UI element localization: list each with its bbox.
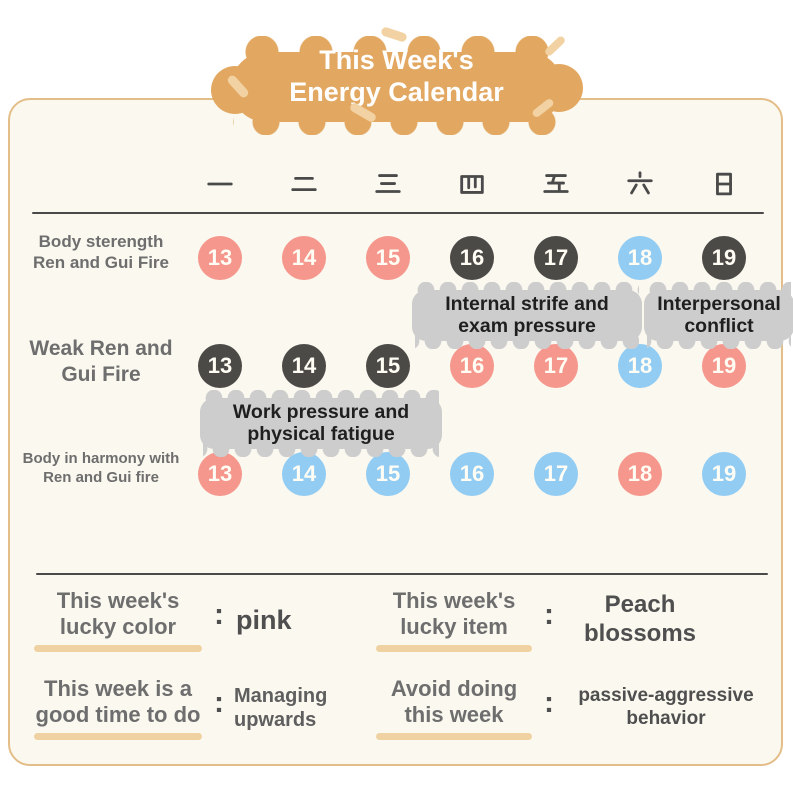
day-header-2 bbox=[288, 168, 320, 200]
title-cloud: This Week's Energy Calendar bbox=[210, 26, 583, 135]
day-circle-18: 18 bbox=[618, 452, 662, 496]
annotation-line: Work pressure and bbox=[232, 401, 410, 423]
info-label-line: lucky color bbox=[59, 613, 177, 639]
day-circle-14: 14 bbox=[282, 236, 326, 280]
day-circle-14: 14 bbox=[282, 344, 326, 388]
row-label-line: Gui Fire bbox=[61, 363, 141, 387]
day-circle-19: 19 bbox=[702, 236, 746, 280]
info-label-line: good time to do bbox=[35, 701, 201, 727]
info-avoid-doing: Avoid doing this week : passive-aggressi… bbox=[366, 676, 772, 740]
calendar-card: Body sterength Ren and Gui Fire Weak Ren… bbox=[8, 98, 793, 766]
day-header-5 bbox=[540, 168, 572, 200]
day-circle-18: 18 bbox=[618, 344, 662, 388]
info-label: This week's lucky color bbox=[24, 588, 212, 652]
day-header-3 bbox=[372, 168, 404, 200]
good-to-do-value: Managing upwards bbox=[234, 684, 328, 731]
page-title-line2: Energy Calendar bbox=[289, 77, 504, 108]
day-header-4 bbox=[456, 168, 488, 200]
colon: : bbox=[544, 685, 554, 719]
page-title-line1: This Week's bbox=[319, 45, 474, 75]
weekly-info-section: This week's lucky color : pink This week… bbox=[24, 588, 772, 740]
day-circle-16: 16 bbox=[450, 344, 494, 388]
label-underline bbox=[34, 644, 202, 652]
label-underline bbox=[376, 732, 532, 740]
info-label-line: This week's bbox=[392, 588, 516, 613]
info-label-line: Avoid doing bbox=[390, 675, 518, 701]
info-label: This week's lucky item bbox=[366, 588, 542, 652]
day-circle-17: 17 bbox=[534, 452, 578, 496]
info-label-line: This week is a bbox=[44, 675, 192, 701]
info-label-line: this week bbox=[404, 701, 504, 727]
date-row-3: 13 14 15 16 17 18 19 bbox=[178, 452, 766, 496]
day-circle-19: 19 bbox=[702, 452, 746, 496]
annotation-line: Interpersonal bbox=[657, 293, 781, 315]
day-circle-16: 16 bbox=[450, 236, 494, 280]
day-circle-17: 17 bbox=[534, 344, 578, 388]
colon: : bbox=[214, 597, 224, 631]
colon: : bbox=[214, 685, 224, 719]
annotation-interpersonal-conflict: Interpersonal conflict bbox=[644, 282, 793, 349]
lucky-color-value: pink bbox=[236, 604, 292, 635]
cloud-highlight bbox=[379, 26, 408, 43]
day-circle-13: 13 bbox=[198, 344, 242, 388]
info-label-line: lucky item bbox=[400, 613, 508, 639]
page-title: This Week's Energy Calendar bbox=[231, 44, 563, 109]
colon: : bbox=[544, 597, 554, 631]
section-divider bbox=[36, 573, 768, 575]
info-good-to-do: This week is a good time to do : Managin… bbox=[24, 676, 356, 740]
day-header-1 bbox=[204, 168, 236, 200]
day-circle-15: 15 bbox=[366, 344, 410, 388]
lucky-item-value: Peach blossoms bbox=[583, 591, 697, 647]
date-row-1: 13 14 15 16 17 18 19 bbox=[178, 236, 766, 280]
day-circle-16: 16 bbox=[450, 452, 494, 496]
day-header-row bbox=[178, 168, 766, 200]
day-circle-19: 19 bbox=[702, 344, 746, 388]
info-label-line: This week's bbox=[56, 588, 180, 613]
day-header-7 bbox=[708, 168, 740, 200]
date-row-2: 13 14 15 16 17 18 19 bbox=[178, 344, 766, 388]
annotation-work-pressure: Work pressure and physical fatigue bbox=[200, 390, 442, 457]
row-label-line: Ren and Gui Fire bbox=[32, 252, 170, 272]
day-circle-13: 13 bbox=[198, 452, 242, 496]
day-circle-13: 13 bbox=[198, 236, 242, 280]
row-label-line: Body sterength bbox=[38, 232, 164, 251]
info-lucky-item: This week's lucky item : Peach blossoms bbox=[366, 588, 772, 652]
day-header-6 bbox=[624, 168, 656, 200]
annotation-line: physical fatigue bbox=[247, 423, 395, 446]
row-label-body-harmony: Body in harmony with Ren and Gui fire bbox=[16, 450, 186, 488]
annotation-line: Internal strife and bbox=[445, 293, 609, 315]
row-label-body-strength: Body sterength Ren and Gui Fire bbox=[16, 232, 186, 273]
row-label-line: Body in harmony with bbox=[22, 450, 180, 467]
info-lucky-color: This week's lucky color : pink bbox=[24, 588, 356, 652]
day-circle-17: 17 bbox=[534, 236, 578, 280]
day-circle-14: 14 bbox=[282, 452, 326, 496]
row-label-weak-ren: Weak Ren and Gui Fire bbox=[16, 336, 186, 389]
avoid-doing-value: passive-aggressive behavior bbox=[578, 685, 754, 729]
annotation-internal-strife: Internal strife and exam pressure bbox=[412, 282, 642, 349]
day-circle-15: 15 bbox=[366, 452, 410, 496]
day-circle-15: 15 bbox=[366, 236, 410, 280]
annotation-line: exam pressure bbox=[458, 315, 596, 338]
row-label-line: Weak Ren and bbox=[29, 337, 173, 360]
header-divider bbox=[32, 212, 764, 214]
label-underline bbox=[376, 644, 532, 652]
info-label: This week is a good time to do bbox=[24, 676, 212, 740]
annotation-line: conflict bbox=[684, 315, 754, 338]
info-label: Avoid doing this week bbox=[366, 676, 542, 740]
label-underline bbox=[34, 732, 202, 740]
row-label-line: Ren and Gui fire bbox=[43, 468, 159, 486]
day-circle-18: 18 bbox=[618, 236, 662, 280]
